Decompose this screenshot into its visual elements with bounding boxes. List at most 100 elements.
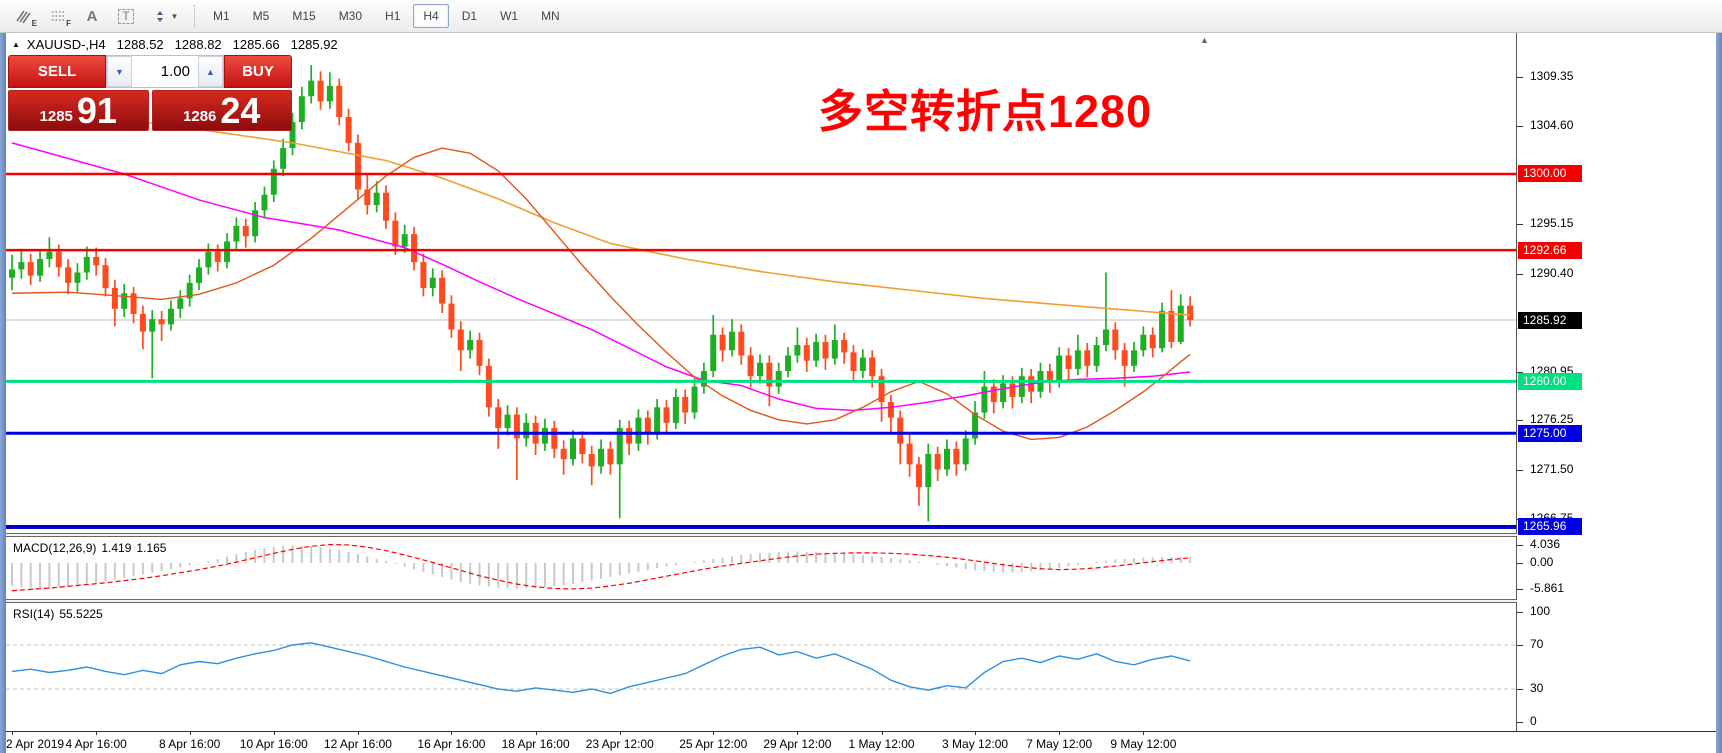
tf-button-MN[interactable]: MN — [541, 9, 560, 23]
sell-price-tile[interactable]: 1285 91 — [8, 90, 149, 131]
candle-down — [495, 407, 502, 429]
one-click-trading-panel: SELL ▼ ▲ BUY 1285 91 1286 24 — [8, 55, 292, 131]
tf-button-W1[interactable]: W1 — [500, 9, 519, 23]
candle-up — [149, 319, 156, 332]
candle-down — [1149, 334, 1156, 349]
candle-up — [972, 412, 979, 439]
rsi-name: RSI(14) — [13, 607, 55, 621]
candle-down — [1121, 350, 1128, 366]
candle-up — [710, 334, 717, 372]
rsi-tick-dash — [1517, 612, 1523, 613]
macd-tick-dash — [1517, 545, 1523, 547]
volume-decrease-button[interactable]: ▼ — [107, 56, 132, 87]
macd-tick-label: 4.036 — [1530, 537, 1561, 552]
volume-increase-button[interactable]: ▲ — [198, 56, 223, 87]
ma-slow-orange — [11, 105, 1191, 316]
candle-up — [1056, 355, 1063, 382]
price-tick-dash — [1517, 371, 1523, 373]
candle-down — [485, 365, 492, 408]
candle-down — [411, 234, 418, 263]
price-axis[interactable]: 1309.35 1304.60 1295.15 1290.40 1280.95 1276.… — [1517, 33, 1716, 731]
candle-up — [326, 85, 333, 102]
macd-tick-dash — [1517, 563, 1523, 564]
tf-button-M5[interactable]: M5 — [252, 9, 270, 23]
toolbar-separator — [194, 5, 195, 27]
candle-up — [700, 371, 707, 387]
candle-up — [541, 428, 548, 444]
candle-down — [738, 331, 745, 356]
rsi-panel-separator[interactable] — [6, 599, 1716, 603]
buy-price-tile[interactable]: 1286 24 — [151, 89, 292, 131]
macd-value1: 1.419 — [101, 541, 132, 555]
candle-up — [298, 96, 305, 123]
candle-down — [102, 265, 109, 289]
rsi-panel-canvas[interactable] — [6, 603, 1516, 731]
price-object-label: 1265.96 — [1518, 518, 1582, 536]
line-studies-icon[interactable]: E — [8, 3, 40, 29]
sell-price-main: 1285 — [39, 108, 73, 125]
candle-up — [1140, 334, 1147, 351]
ohlc-open: 1288.52 — [116, 37, 164, 52]
chart-text-annotation[interactable]: 多空转折点1280 — [818, 86, 1153, 137]
volume-input[interactable] — [132, 56, 198, 87]
rsi-tick-dash — [1517, 645, 1523, 646]
tf-button-D1[interactable]: D1 — [461, 9, 478, 23]
candle-up — [205, 251, 212, 268]
tf-button-M15[interactable]: M15 — [292, 9, 316, 23]
candle-up — [1102, 329, 1109, 346]
text-icon[interactable]: A — [86, 7, 98, 25]
candle-up — [1000, 383, 1007, 403]
candle-down — [841, 339, 848, 353]
candle-up — [813, 341, 820, 361]
candle-down — [27, 262, 34, 276]
tf-button-M1[interactable]: M1 — [213, 9, 230, 23]
tf-button-H4[interactable]: H4 — [413, 4, 449, 28]
macd-panel-separator[interactable] — [6, 533, 1716, 537]
time-tick — [797, 731, 799, 735]
candle-down — [1046, 371, 1053, 382]
grid-icon[interactable]: F — [42, 3, 74, 29]
text-frame-icon[interactable]: T — [110, 3, 142, 29]
candle-down — [682, 396, 689, 413]
candle-up — [37, 259, 44, 276]
candle-down — [383, 192, 389, 221]
candle-up — [504, 414, 511, 429]
collapse-triangle-icon[interactable]: ▲ — [12, 40, 20, 49]
volume-control: ▼ ▲ — [106, 55, 224, 88]
candle-up — [523, 422, 530, 439]
macd-panel-canvas[interactable] — [6, 537, 1516, 599]
rsi-tick-dash — [1517, 722, 1523, 723]
sort-arrows-icon[interactable]: ▼ — [144, 3, 186, 29]
candle-down — [1187, 305, 1194, 321]
candle-up — [233, 225, 240, 242]
candle-up — [83, 256, 90, 273]
candle-up — [1131, 350, 1137, 366]
candle-down — [1168, 310, 1175, 342]
candle-down — [158, 319, 165, 325]
price-tick-label: 1271.50 — [1530, 461, 1574, 476]
candle-up — [467, 339, 474, 351]
price-object-label: 1292.66 — [1518, 241, 1582, 259]
candle-down — [55, 251, 62, 268]
sell-button[interactable]: SELL — [8, 55, 106, 88]
candle-down — [65, 267, 72, 283]
main-chart-canvas[interactable] — [6, 33, 1516, 533]
candle-up — [224, 241, 231, 263]
chart-shift-marker-icon[interactable]: ▲ — [1200, 35, 1209, 45]
timeframe-group: M1 M5 M15 M30 H1 H4 D1 W1 MN — [203, 4, 573, 28]
grid-sub: F — [66, 19, 71, 28]
candle-down — [317, 80, 324, 102]
candle-down — [719, 334, 726, 351]
time-axis[interactable]: 2 Apr 2019 4 Apr 16:00 8 Apr 16:00 10 Apr 1… — [6, 731, 1716, 753]
tf-button-M30[interactable]: M30 — [338, 9, 363, 23]
buy-price-pips: 24 — [220, 89, 261, 131]
time-tick — [1143, 731, 1145, 735]
tf-button-H1[interactable]: H1 — [385, 9, 401, 23]
symbol-period: XAUUSD-,H4 — [26, 37, 106, 52]
time-label: 10 Apr 16:00 — [239, 737, 308, 751]
candle-up — [598, 448, 605, 467]
candle-up — [177, 298, 184, 309]
candle-down — [130, 293, 137, 314]
buy-button[interactable]: BUY — [224, 55, 292, 88]
time-tick — [273, 731, 275, 735]
